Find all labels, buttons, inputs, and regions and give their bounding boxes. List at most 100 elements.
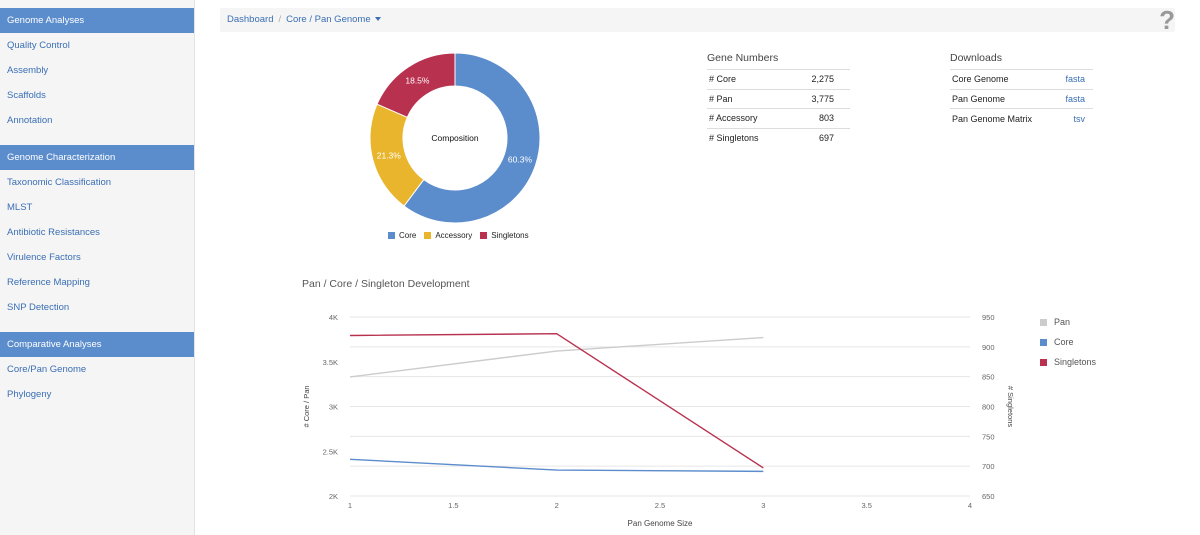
caret-down-icon xyxy=(374,17,381,22)
series-line-pan[interactable] xyxy=(349,336,764,378)
downloads-table: Core Genome fasta Pan Genome fasta Pan Genom… xyxy=(950,69,1093,128)
gene-label: # Singletons xyxy=(707,127,789,148)
line-legend-singletons[interactable]: Singletons xyxy=(1040,356,1096,376)
gene-value: 803 xyxy=(788,108,850,128)
sidebar: Genome Analyses Quality Control Assembly Sc… xyxy=(0,0,195,535)
x-tick-label: 3.5 xyxy=(861,501,871,510)
gene-value: 697 xyxy=(788,127,850,148)
series-line-singletons[interactable] xyxy=(349,333,764,469)
sidebar-item-scaffolds[interactable]: Scaffolds xyxy=(7,90,46,101)
x-tick-label: 1.5 xyxy=(448,501,458,510)
sidebar-item-core-pan-genome[interactable]: Core/Pan Genome xyxy=(7,364,87,375)
pie-slice-label: 21.3% xyxy=(377,151,402,161)
gene-numbers-panel: Gene Numbers # Core 2,275 # Pan 3,775 # Acce… xyxy=(707,52,850,148)
sidebar-item-mlst[interactable]: MLST xyxy=(7,202,33,213)
table-row: # Core 2,275 xyxy=(707,69,850,89)
series-line-core[interactable] xyxy=(349,458,764,473)
gene-label: # Pan xyxy=(707,88,789,109)
sidebar-section-genome-analyses: Genome Analyses xyxy=(0,8,194,33)
sidebar-item-reference-mapping[interactable]: Reference Mapping xyxy=(7,277,90,288)
table-row: # Pan 3,775 xyxy=(707,88,850,109)
sidebar-item-antibiotic-resistances[interactable]: Antibiotic Resistances xyxy=(7,227,100,238)
breadcrumb-separator: / xyxy=(278,14,282,25)
pie-center-label: Composition xyxy=(431,133,479,143)
legend-label: Singletons xyxy=(1054,357,1097,367)
composition-pie-chart: 60.3% 21.3% 18.5% Composition xyxy=(369,52,541,224)
y-tick-label: 3K xyxy=(329,403,338,412)
x-tick-label: 1 xyxy=(348,501,352,510)
sidebar-item-taxonomic-classification[interactable]: Taxonomic Classification xyxy=(7,177,112,188)
y2-tick-label: 900 xyxy=(982,343,995,352)
y2-axis-label: # Singletons xyxy=(1006,386,1015,428)
y-tick-label: 2K xyxy=(329,492,338,501)
sidebar-item-annotation[interactable]: Annotation xyxy=(7,115,53,126)
legend-swatch xyxy=(1040,359,1047,366)
pie-slice-label: 18.5% xyxy=(405,76,430,86)
y2-tick-label: 700 xyxy=(982,462,995,471)
gene-label: # Core xyxy=(707,69,789,89)
sidebar-item-phylogeny[interactable]: Phylogeny xyxy=(7,389,52,400)
sidebar-group-gap xyxy=(0,320,194,332)
sidebar-item-assembly[interactable]: Assembly xyxy=(7,65,49,76)
y2-tick-label: 650 xyxy=(982,492,995,501)
download-label: Pan Genome Matrix xyxy=(950,108,1056,128)
pie-slice-core[interactable] xyxy=(403,52,541,224)
pie-legend-core[interactable]: Core xyxy=(388,231,416,240)
help-icon[interactable]: ? xyxy=(1159,5,1175,35)
y-tick-label: 2.5K xyxy=(323,447,338,456)
download-core-genome-link[interactable]: fasta xyxy=(1055,69,1093,89)
table-row: Pan Genome fasta xyxy=(950,88,1093,109)
legend-label: Accessory xyxy=(435,231,473,240)
gene-value: 3,775 xyxy=(788,88,850,109)
download-pan-genome-matrix-link[interactable]: tsv xyxy=(1055,108,1093,128)
sidebar-section-genome-characterization: Genome Characterization xyxy=(0,145,194,170)
pie-legend-accessory[interactable]: Accessory xyxy=(424,231,472,240)
breadcrumb-bar: Dashboard / Core / Pan Genome ? xyxy=(220,5,1175,35)
pie-slice-label: 60.3% xyxy=(508,155,533,165)
y2-tick-label: 800 xyxy=(982,403,995,412)
legend-swatch xyxy=(1040,339,1047,346)
sidebar-item-virulence-factors[interactable]: Virulence Factors xyxy=(7,252,81,263)
download-label: Core Genome xyxy=(950,69,1056,89)
table-row: # Singletons 697 xyxy=(707,127,850,148)
x-axis-label: Pan Genome Size xyxy=(628,519,693,528)
gene-label: # Accessory xyxy=(707,108,789,128)
y2-tick-label: 850 xyxy=(982,373,995,382)
legend-label: Singletons xyxy=(491,231,529,240)
line-legend-core[interactable]: Core xyxy=(1040,336,1096,356)
y-axis-label: # Core / Pan xyxy=(302,385,311,427)
download-label: Pan Genome xyxy=(950,88,1056,109)
gene-numbers-title: Gene Numbers xyxy=(707,52,779,64)
table-row: Pan Genome Matrix tsv xyxy=(950,108,1093,128)
download-pan-genome-link[interactable]: fasta xyxy=(1055,88,1093,109)
pie-legend: Core Accessory Singletons xyxy=(388,231,537,240)
x-tick-label: 3 xyxy=(761,501,765,510)
legend-label: Core xyxy=(399,231,417,240)
gene-value: 2,275 xyxy=(788,69,850,89)
table-row: # Accessory 803 xyxy=(707,108,850,128)
y-tick-label: 4K xyxy=(329,313,338,322)
breadcrumb-current-label: Core / Pan Genome xyxy=(286,14,371,25)
y2-tick-label: 750 xyxy=(982,432,995,441)
line-legend-pan[interactable]: Pan xyxy=(1040,316,1096,336)
x-tick-label: 2 xyxy=(555,501,559,510)
x-tick-label: 4 xyxy=(968,501,972,510)
breadcrumb-current-dropdown[interactable]: Core / Pan Genome xyxy=(286,14,381,25)
pie-slice-singletons[interactable] xyxy=(376,52,456,118)
downloads-panel: Downloads Core Genome fasta Pan Genome fast… xyxy=(950,52,1093,128)
sidebar-section-comparative-analyses: Comparative Analyses xyxy=(0,332,194,357)
y2-tick-label: 950 xyxy=(982,313,995,322)
legend-label: Pan xyxy=(1054,317,1071,327)
legend-swatch xyxy=(1040,319,1047,326)
line-chart-title: Pan / Core / Singleton Development xyxy=(302,278,470,290)
legend-swatch xyxy=(388,232,395,239)
y-tick-label: 3.5K xyxy=(323,358,338,367)
sidebar-item-quality-control[interactable]: Quality Control xyxy=(7,40,70,51)
pie-legend-singletons[interactable]: Singletons xyxy=(480,231,529,240)
gene-numbers-table: # Core 2,275 # Pan 3,775 # Accessory 803 # Sin… xyxy=(707,69,850,148)
legend-label: Core xyxy=(1054,337,1074,347)
breadcrumb-dashboard-link[interactable]: Dashboard xyxy=(227,14,274,25)
table-row: Core Genome fasta xyxy=(950,69,1093,89)
sidebar-item-snp-detection[interactable]: SNP Detection xyxy=(7,302,70,313)
breadcrumb: Dashboard / Core / Pan Genome xyxy=(227,8,381,32)
